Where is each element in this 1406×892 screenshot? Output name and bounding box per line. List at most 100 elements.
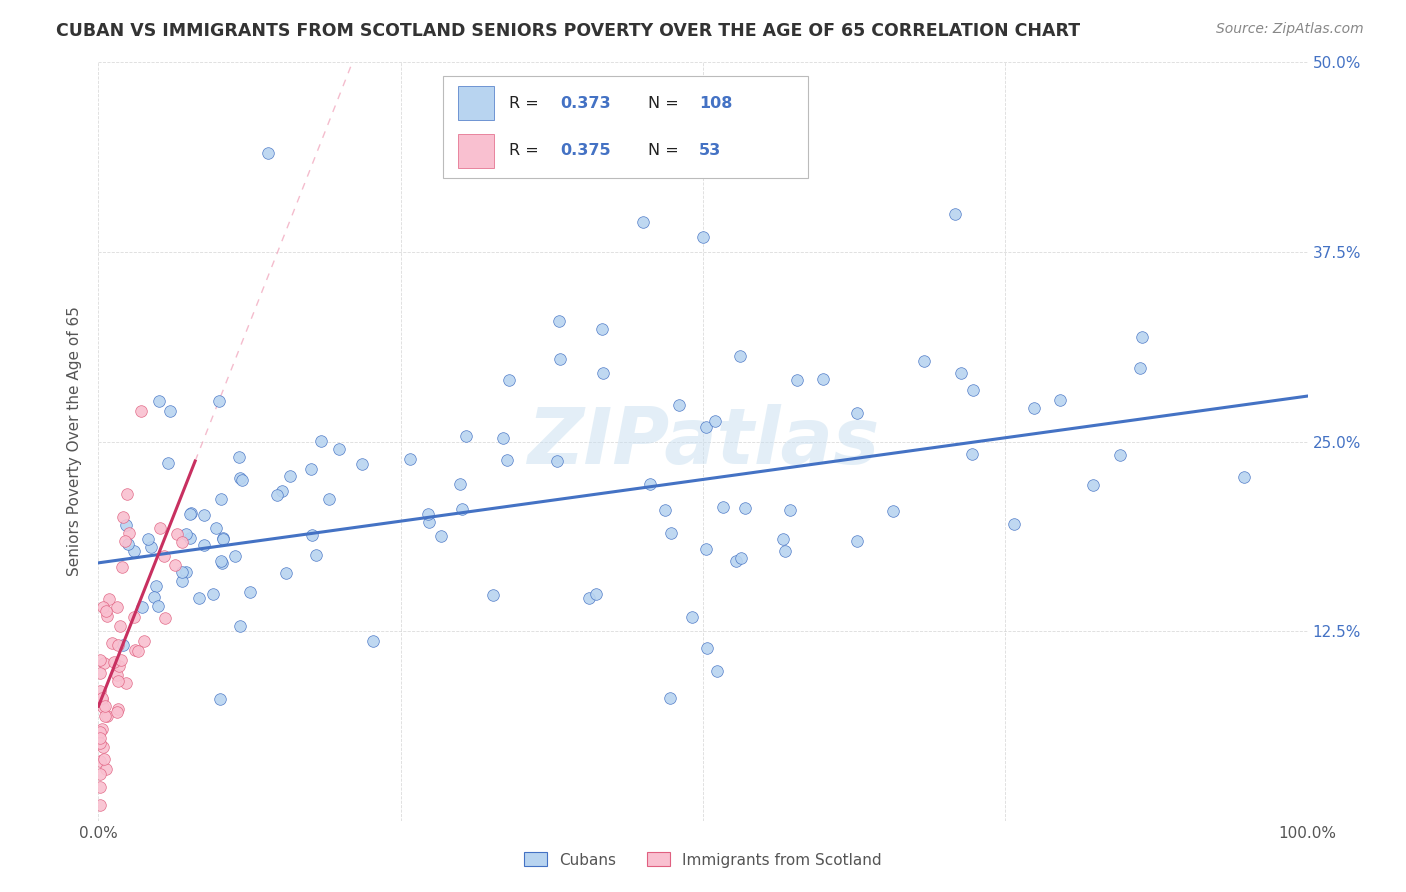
Point bbox=[1002, 516, 1025, 531]
Point bbox=[111, 559, 134, 574]
Point bbox=[943, 207, 966, 221]
Point bbox=[193, 538, 215, 552]
Point bbox=[211, 556, 233, 570]
Point bbox=[166, 526, 188, 541]
Point bbox=[704, 414, 727, 428]
Point bbox=[846, 405, 869, 419]
Point bbox=[496, 453, 519, 467]
Point bbox=[882, 504, 904, 518]
Point bbox=[912, 354, 935, 368]
Point bbox=[592, 366, 614, 380]
Point bbox=[418, 515, 440, 529]
Point bbox=[299, 462, 322, 476]
Point bbox=[280, 468, 302, 483]
Point bbox=[638, 476, 661, 491]
Point bbox=[208, 393, 231, 408]
Point bbox=[153, 610, 176, 624]
Point bbox=[454, 428, 477, 442]
Point bbox=[96, 609, 118, 624]
Point bbox=[127, 643, 149, 657]
Point bbox=[110, 653, 132, 667]
Point bbox=[170, 535, 193, 549]
Text: 0.375: 0.375 bbox=[560, 144, 610, 158]
Point bbox=[451, 502, 474, 516]
Point bbox=[108, 619, 131, 633]
Point bbox=[654, 503, 676, 517]
Point bbox=[591, 322, 613, 336]
Point bbox=[117, 537, 139, 551]
Point bbox=[105, 705, 128, 719]
Point bbox=[846, 533, 869, 548]
Point bbox=[773, 544, 796, 558]
Point bbox=[145, 579, 167, 593]
Point bbox=[209, 492, 232, 507]
Text: R =: R = bbox=[509, 144, 544, 158]
Point bbox=[318, 491, 340, 506]
Point bbox=[90, 691, 112, 706]
FancyBboxPatch shape bbox=[457, 135, 494, 168]
Point bbox=[96, 709, 118, 723]
Point bbox=[115, 486, 138, 500]
Point bbox=[179, 507, 201, 521]
Point bbox=[157, 456, 180, 470]
Point bbox=[89, 736, 111, 750]
Point bbox=[172, 574, 194, 588]
Point bbox=[201, 587, 224, 601]
Point bbox=[111, 510, 134, 524]
Point bbox=[89, 767, 111, 781]
Text: 108: 108 bbox=[699, 96, 733, 111]
Point bbox=[204, 521, 226, 535]
Point bbox=[734, 501, 756, 516]
Point bbox=[93, 708, 115, 723]
Point bbox=[112, 639, 135, 653]
Point bbox=[89, 798, 111, 813]
Point bbox=[1049, 393, 1071, 408]
Point bbox=[492, 430, 515, 444]
Point bbox=[91, 690, 114, 705]
Point bbox=[962, 383, 984, 397]
Point bbox=[124, 643, 146, 657]
Point bbox=[498, 373, 520, 387]
Text: N =: N = bbox=[648, 144, 683, 158]
Point bbox=[89, 684, 111, 698]
Point bbox=[89, 755, 111, 769]
Point bbox=[98, 592, 121, 607]
Point bbox=[301, 528, 323, 542]
Point bbox=[91, 599, 114, 614]
Point bbox=[449, 476, 471, 491]
Point bbox=[134, 634, 156, 648]
Text: N =: N = bbox=[648, 96, 683, 111]
Point bbox=[105, 600, 128, 615]
Point bbox=[131, 599, 153, 614]
Point bbox=[786, 373, 808, 387]
Point bbox=[328, 442, 350, 457]
Point bbox=[239, 585, 262, 599]
Point bbox=[482, 588, 505, 602]
Point bbox=[209, 692, 232, 706]
Point bbox=[692, 229, 714, 244]
Text: 0.373: 0.373 bbox=[560, 96, 610, 111]
Point bbox=[90, 723, 112, 737]
Point bbox=[146, 599, 169, 614]
Point bbox=[94, 698, 117, 713]
Point bbox=[271, 483, 294, 498]
Point bbox=[256, 146, 278, 161]
FancyBboxPatch shape bbox=[443, 76, 808, 178]
Point bbox=[89, 725, 111, 739]
Point bbox=[96, 604, 118, 618]
Point bbox=[89, 665, 111, 680]
Point bbox=[174, 527, 197, 541]
Point bbox=[89, 780, 111, 794]
Point bbox=[107, 702, 129, 716]
Point bbox=[772, 533, 794, 547]
Point bbox=[94, 763, 117, 777]
Point bbox=[418, 507, 440, 521]
Point bbox=[659, 526, 682, 541]
Point bbox=[179, 531, 201, 545]
Point bbox=[546, 453, 568, 467]
Legend: Cubans, Immigrants from Scotland: Cubans, Immigrants from Scotland bbox=[519, 847, 887, 873]
Point bbox=[89, 653, 111, 667]
Point bbox=[730, 550, 752, 565]
Point bbox=[695, 541, 717, 556]
Point bbox=[274, 566, 297, 580]
